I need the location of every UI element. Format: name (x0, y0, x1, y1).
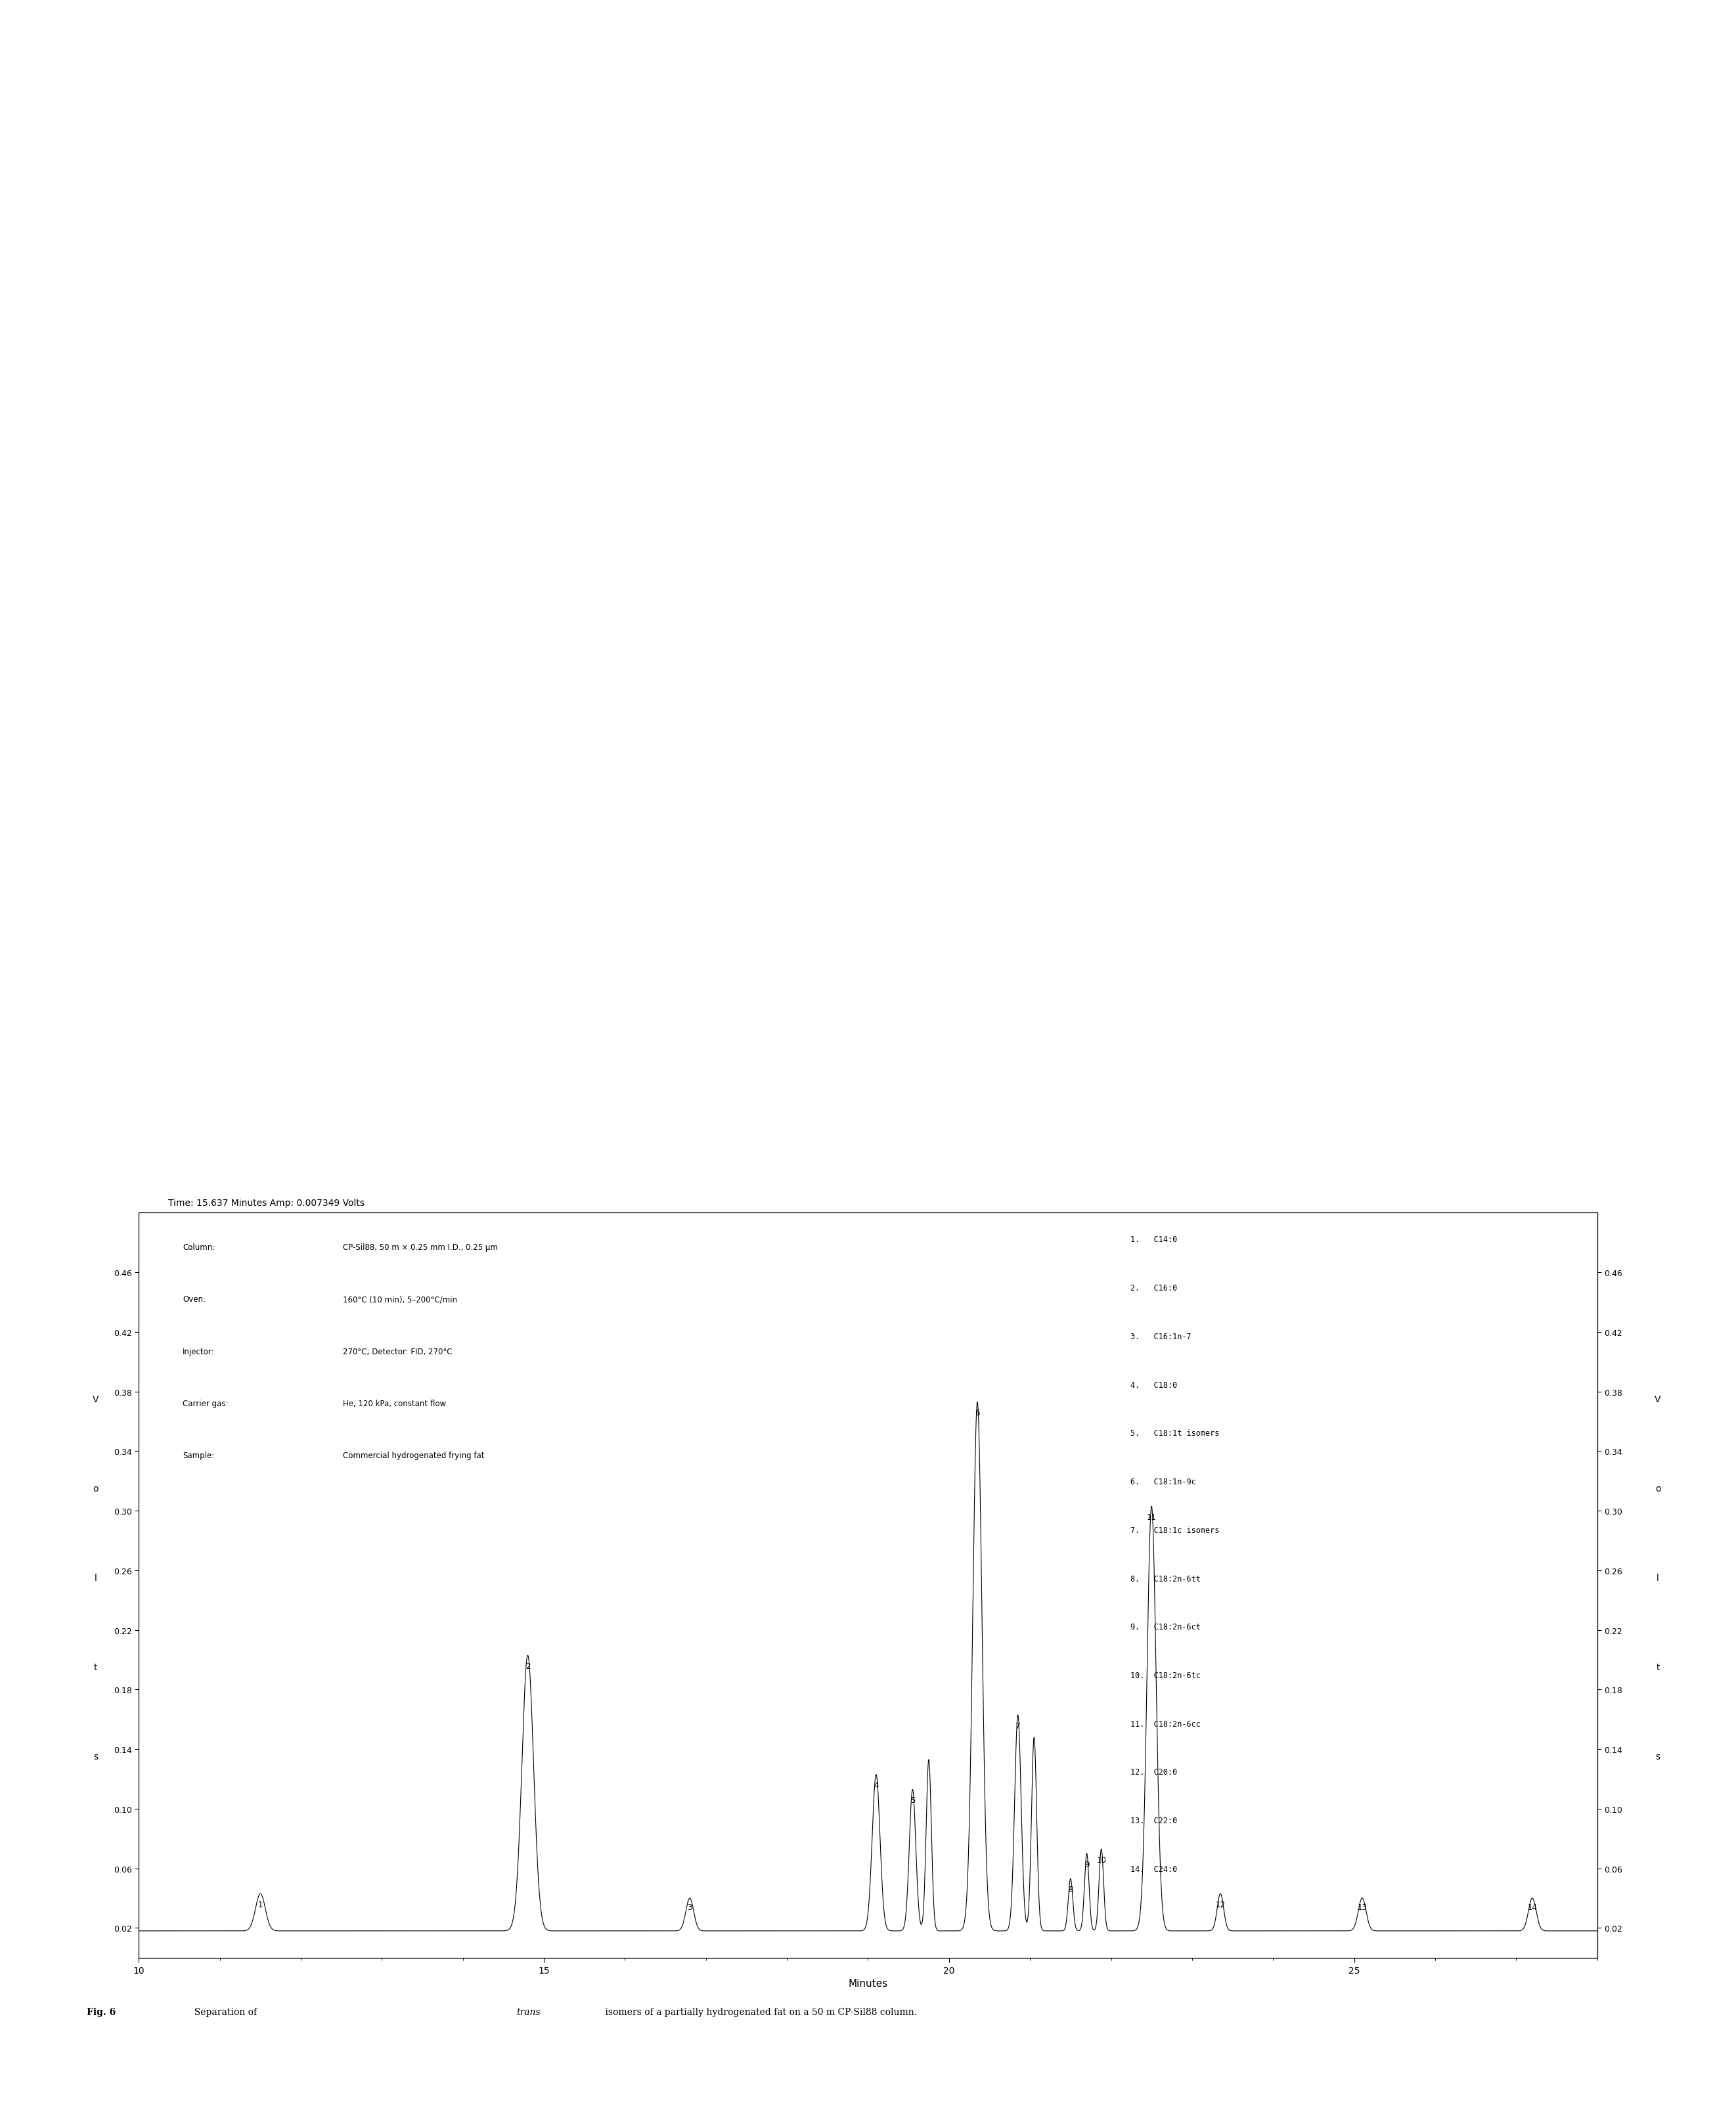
Text: Commercial hydrogenated frying fat: Commercial hydrogenated frying fat (344, 1451, 484, 1460)
Text: trans: trans (517, 2007, 540, 2017)
Text: 4: 4 (873, 1781, 878, 1790)
Text: Column:: Column: (182, 1243, 215, 1251)
Text: Sample:: Sample: (182, 1451, 214, 1460)
Text: l: l (1656, 1573, 1660, 1583)
X-axis label: Minutes: Minutes (849, 1979, 887, 1988)
Text: Separation of: Separation of (189, 2007, 260, 2017)
Text: He, 120 kPa, constant flow: He, 120 kPa, constant flow (344, 1400, 446, 1409)
Text: 4.   C18:0: 4. C18:0 (1130, 1381, 1177, 1390)
Text: isomers of a partially hydrogenated fat on a 50 m CP-Sil88 column.: isomers of a partially hydrogenated fat … (602, 2007, 917, 2017)
Text: 14: 14 (1528, 1902, 1538, 1911)
Text: 160°C (10 min), 5–200°C/min: 160°C (10 min), 5–200°C/min (344, 1294, 457, 1304)
Text: 8: 8 (1068, 1885, 1073, 1894)
Text: t: t (1656, 1662, 1660, 1673)
Text: 9: 9 (1085, 1860, 1088, 1868)
Text: 5: 5 (910, 1796, 915, 1805)
Text: 5.   C18:1t isomers: 5. C18:1t isomers (1130, 1430, 1219, 1439)
Text: 12.  C20:0: 12. C20:0 (1130, 1768, 1177, 1777)
Text: 6: 6 (976, 1409, 979, 1417)
Text: 2: 2 (526, 1662, 529, 1670)
Text: t: t (94, 1662, 97, 1673)
Text: Oven:: Oven: (182, 1294, 205, 1304)
Text: o: o (1654, 1483, 1661, 1494)
Text: 1.   C14:0: 1. C14:0 (1130, 1234, 1177, 1245)
Text: 14.  C24:0: 14. C24:0 (1130, 1864, 1177, 1873)
Text: 9.   C18:2n-6ct: 9. C18:2n-6ct (1130, 1622, 1201, 1632)
Text: Fig. 6: Fig. 6 (87, 2007, 116, 2017)
Text: 11.  C18:2n-6cc: 11. C18:2n-6cc (1130, 1719, 1201, 1728)
Text: 13.  C22:0: 13. C22:0 (1130, 1817, 1177, 1826)
Text: 11: 11 (1146, 1513, 1156, 1522)
Text: 1: 1 (259, 1900, 262, 1909)
Text: 12: 12 (1215, 1900, 1226, 1909)
Text: Time: 15.637 Minutes Amp: 0.007349 Volts: Time: 15.637 Minutes Amp: 0.007349 Volts (168, 1198, 365, 1207)
Text: V: V (1654, 1394, 1661, 1404)
Text: s: s (94, 1751, 97, 1762)
Text: 10.  C18:2n-6tc: 10. C18:2n-6tc (1130, 1670, 1201, 1679)
Text: CP-Sil88, 50 m × 0.25 mm I.D., 0.25 µm: CP-Sil88, 50 m × 0.25 mm I.D., 0.25 µm (344, 1243, 498, 1251)
Text: 7.   C18:1c isomers: 7. C18:1c isomers (1130, 1526, 1219, 1534)
Text: V: V (92, 1394, 99, 1404)
Text: s: s (1656, 1751, 1660, 1762)
Text: 270°C; Detector: FID, 270°C: 270°C; Detector: FID, 270°C (344, 1347, 453, 1356)
Text: 10: 10 (1097, 1856, 1106, 1864)
Text: 2.   C16:0: 2. C16:0 (1130, 1283, 1177, 1292)
Text: 8.   C18:2n-6tt: 8. C18:2n-6tt (1130, 1575, 1201, 1583)
Text: Carrier gas:: Carrier gas: (182, 1400, 227, 1409)
Text: 7: 7 (1016, 1722, 1021, 1730)
Text: 3: 3 (687, 1902, 693, 1911)
Text: Injector:: Injector: (182, 1347, 215, 1356)
Text: l: l (94, 1573, 97, 1583)
Text: 13: 13 (1358, 1902, 1366, 1911)
Text: o: o (92, 1483, 99, 1494)
Text: 3.   C16:1n-7: 3. C16:1n-7 (1130, 1332, 1191, 1341)
Text: 6.   C18:1n-9c: 6. C18:1n-9c (1130, 1477, 1196, 1485)
